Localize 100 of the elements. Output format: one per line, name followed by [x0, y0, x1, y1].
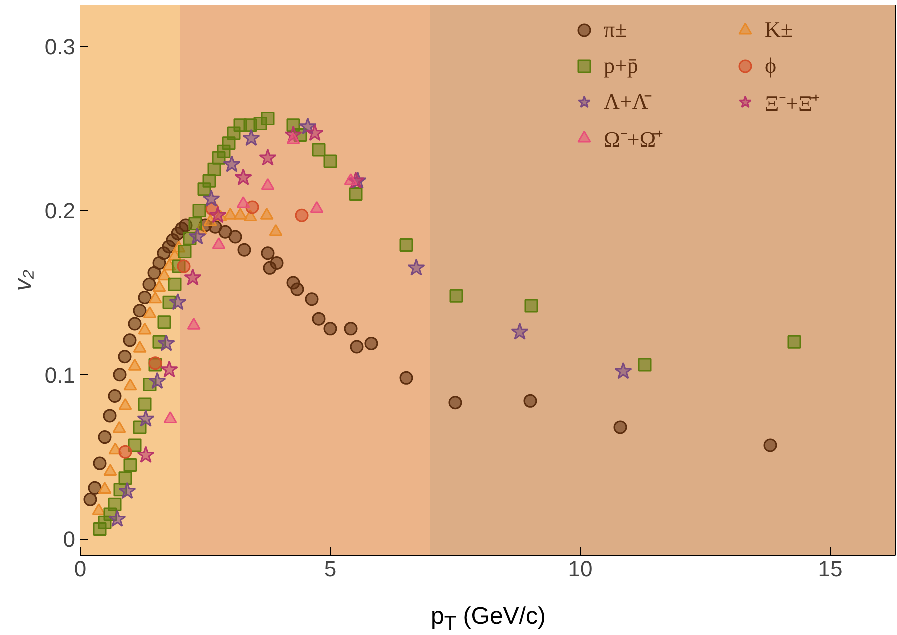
point: [344, 322, 358, 336]
legend-label: p+p̄: [604, 53, 640, 79]
point: [88, 481, 102, 495]
legend-label: ϕ: [765, 53, 778, 79]
y-tick-label: 0.2: [44, 198, 76, 224]
point: [112, 421, 126, 434]
point: [103, 409, 117, 423]
point: [118, 445, 132, 459]
point: [113, 368, 127, 382]
point: [187, 318, 201, 330]
point: [168, 278, 182, 292]
point: [202, 190, 220, 207]
point: [184, 268, 202, 286]
point: [138, 322, 152, 335]
point: [344, 173, 358, 186]
point: [118, 350, 132, 364]
point: [204, 214, 218, 226]
point: [261, 112, 275, 126]
point: [364, 336, 378, 350]
point: [124, 378, 138, 391]
point: [118, 482, 136, 500]
point: [234, 208, 248, 220]
point: [305, 292, 319, 306]
y-axis-title: v₂: [10, 270, 37, 292]
legend-label: Λ+Λ̄: [604, 89, 653, 115]
point: [270, 256, 284, 270]
point: [148, 292, 162, 304]
point: [448, 396, 462, 410]
point: [108, 390, 122, 403]
point: [324, 322, 338, 336]
point: [450, 289, 464, 303]
point: [350, 340, 364, 354]
legend-label: Ξ⁻+Ξ̄⁺: [765, 90, 821, 117]
point: [92, 503, 106, 516]
point: [133, 304, 147, 318]
point: [178, 245, 192, 259]
point: [638, 358, 652, 372]
point: [138, 291, 152, 304]
y-tick-label: 0.1: [44, 362, 76, 388]
point: [192, 204, 206, 218]
y-tick-label: 0: [63, 527, 76, 552]
point: [158, 334, 176, 352]
y-tick-label: 0.3: [44, 34, 76, 60]
point: [788, 335, 802, 349]
point: [312, 312, 326, 326]
point: [128, 317, 142, 331]
point: [310, 201, 324, 214]
point: [124, 458, 138, 472]
point: [511, 322, 529, 340]
x-axis-title: p$_{T}$ (GeV/c): [431, 602, 546, 635]
point: [209, 206, 227, 224]
point: [188, 217, 202, 231]
point: [164, 412, 178, 424]
point: [148, 266, 162, 280]
legend-label: Ω⁻+Ω̄⁺: [604, 126, 664, 153]
point: [408, 258, 426, 276]
point: [224, 208, 238, 220]
point: [104, 464, 118, 476]
point: [188, 228, 206, 245]
point: [218, 225, 232, 239]
point: [212, 238, 226, 250]
point: [290, 282, 304, 296]
point: [108, 498, 122, 512]
point: [223, 156, 241, 172]
point: [306, 124, 324, 142]
point: [84, 492, 98, 506]
point: [238, 243, 252, 257]
point: [160, 360, 178, 378]
point: [143, 306, 157, 318]
point: [614, 362, 632, 380]
point: [118, 472, 132, 486]
point: [524, 299, 538, 313]
point: [128, 438, 142, 452]
point: [98, 482, 112, 494]
point: [260, 208, 274, 220]
point: [236, 196, 250, 208]
point: [208, 162, 222, 176]
point: [324, 154, 338, 168]
point: [400, 371, 414, 385]
legend-label: π±: [604, 17, 628, 43]
point: [349, 188, 363, 202]
point: [118, 398, 132, 410]
point: [261, 246, 275, 260]
legend-label: K±: [765, 17, 794, 43]
point: [128, 359, 142, 371]
point: [269, 224, 283, 236]
point: [123, 334, 137, 348]
point: [614, 420, 628, 434]
point: [400, 238, 414, 252]
point: [228, 230, 242, 244]
point: [169, 293, 187, 310]
point: [152, 280, 166, 292]
point: [177, 260, 191, 274]
point: [137, 410, 155, 427]
point: [138, 398, 152, 412]
point: [98, 430, 112, 444]
point: [524, 394, 538, 408]
point: [286, 132, 300, 144]
x-tick-label: 5: [324, 556, 337, 582]
point: [234, 168, 252, 186]
